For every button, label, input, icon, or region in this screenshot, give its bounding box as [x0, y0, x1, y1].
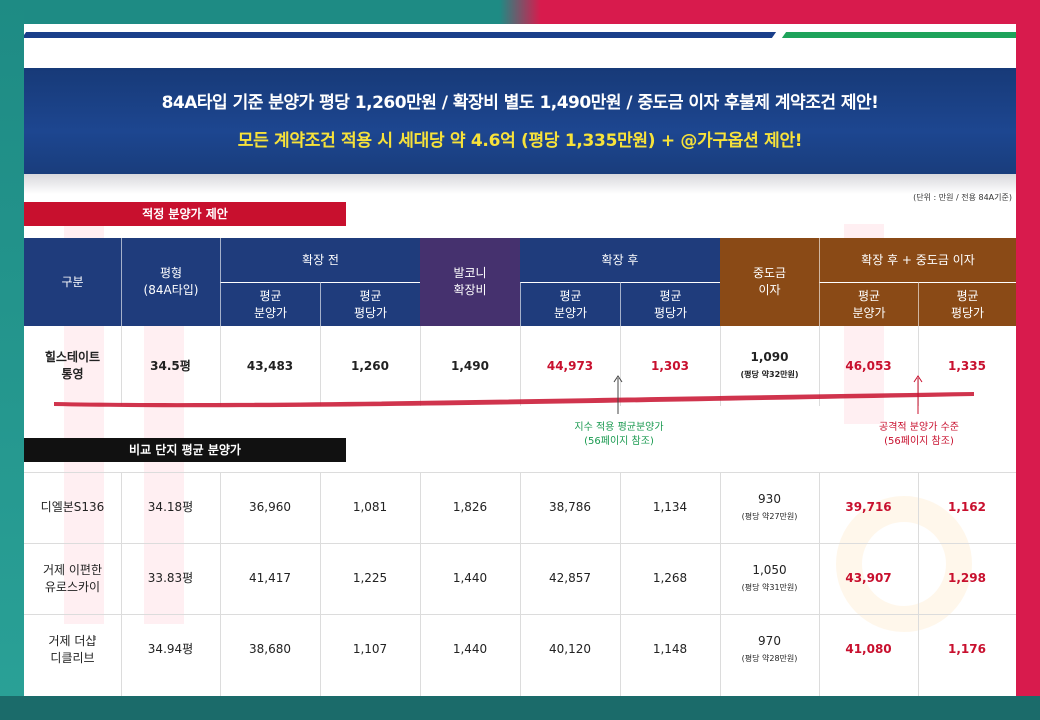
- row-balcony: 1,440: [452, 571, 488, 585]
- grid-line: [819, 326, 820, 406]
- row-after-per: 1,148: [652, 642, 688, 656]
- row-interest-note: (평당 약28만원): [741, 653, 798, 663]
- grid-line: [720, 326, 721, 406]
- row-after-price: 40,120: [549, 642, 591, 656]
- header-after-avg-per: 평균 평당가: [620, 282, 720, 326]
- row-interest-note: (평당 약27만원): [741, 511, 798, 521]
- grid-line: [918, 472, 919, 696]
- section-title-proposal: 적정 분양가 제안: [24, 202, 346, 226]
- main-row-after-price: 44,973: [546, 358, 594, 373]
- row-after-price: 42,857: [549, 571, 591, 585]
- row-pyeong: 34.18평: [147, 500, 194, 514]
- unit-note: (단위 : 만원 / 전용 84A기준): [913, 193, 1012, 202]
- note-aggressive-price: 공격적 분양가 수준 (56페이지 참조): [879, 422, 959, 447]
- row-total-per: 1,162: [948, 500, 986, 514]
- grid-line: [121, 472, 122, 696]
- row-balcony: 1,440: [452, 642, 488, 656]
- main-row-interest-cell: 1,090 (평당 약32만원): [720, 326, 819, 406]
- main-row-total-per: 1,335: [948, 358, 986, 373]
- main-row-pyeong: 34.5평: [150, 358, 191, 373]
- row-interest: 930: [758, 491, 781, 506]
- row-before-price: 41,417: [249, 571, 291, 585]
- header-gubun: 구분: [24, 238, 121, 326]
- main-row-interest-note: (평당 약32만원): [740, 370, 799, 379]
- top-blue-line: [24, 32, 777, 38]
- main-row-balcony: 1,490: [451, 358, 489, 373]
- frame-right: [1014, 0, 1040, 720]
- row-before-price: 36,960: [249, 500, 291, 514]
- row-total-per: 1,298: [948, 571, 986, 585]
- row-interest-note: (평당 약31만원): [741, 582, 798, 592]
- row-after-per: 1,268: [652, 571, 688, 585]
- grid-line: [620, 472, 621, 696]
- row-total-price: 43,907: [845, 571, 892, 585]
- row-before-price: 38,680: [249, 642, 291, 656]
- banner-line-2: 모든 계약조건 적용 시 세대당 약 4.6억 (평당 1,335만원) + @…: [237, 131, 803, 151]
- banner-line-1: 84A타입 기준 분양가 평당 1,260만원 / 확장비 별도 1,490만원…: [161, 93, 879, 113]
- row-after-per: 1,134: [652, 500, 688, 514]
- grid-line: [320, 326, 321, 406]
- grid-line: [918, 326, 919, 406]
- row-interest-cell: 930 (평당 약27만원): [720, 472, 819, 543]
- arrow-up-icon: [613, 375, 623, 414]
- grid-line: [620, 326, 621, 406]
- main-row-total-price: 46,053: [845, 358, 892, 373]
- section-title-compare: 비교 단지 평균 분양가: [24, 438, 346, 462]
- grid-line: [520, 326, 521, 406]
- grid-line: [121, 326, 122, 406]
- row-total-per: 1,176: [948, 642, 986, 656]
- header-after-interest: 확장 후 + 중도금 이자: [819, 238, 1016, 282]
- header-total-avg-price: 평균 분양가: [819, 282, 918, 326]
- frame-left: [0, 0, 24, 720]
- header-total-avg-per: 평균 평당가: [918, 282, 1016, 326]
- row-interest: 1,050: [752, 562, 787, 577]
- row-interest-cell: 970 (평당 약28만원): [720, 614, 819, 685]
- document-page: 84A타입 기준 분양가 평당 1,260만원 / 확장비 별도 1,490만원…: [24, 24, 1016, 696]
- top-accent-lines: [24, 32, 1016, 40]
- main-row-interest: 1,090: [750, 350, 789, 364]
- grid-line: [819, 472, 820, 696]
- banner-shadow: [24, 174, 1016, 194]
- main-row-before-per: 1,260: [351, 358, 389, 373]
- grid-line: [520, 472, 521, 696]
- row-after-price: 38,786: [549, 500, 591, 514]
- grid-line: [220, 326, 221, 406]
- header-after: 확장 후: [520, 238, 720, 282]
- summary-banner: 84A타입 기준 분양가 평당 1,260만원 / 확장비 별도 1,490만원…: [24, 68, 1016, 174]
- grid-line: [720, 472, 721, 696]
- frame-bottom: [0, 696, 1040, 720]
- header-interest: 중도금 이자: [720, 238, 819, 326]
- row-name: 거제 이편한 유로스카이: [42, 562, 102, 594]
- header-pyeong: 평형 (84A타입): [121, 238, 220, 326]
- row-pyeong: 34.94평: [147, 642, 194, 656]
- grid-line: [420, 472, 421, 696]
- row-name: 디엘본S136: [40, 500, 105, 514]
- header-before-avg-per: 평균 평당가: [320, 282, 420, 326]
- arrow-up-icon: [913, 375, 923, 414]
- row-balcony: 1,826: [452, 500, 488, 514]
- grid-line: [320, 472, 321, 696]
- header-after-avg-price: 평균 분양가: [520, 282, 620, 326]
- row-interest: 970: [758, 633, 781, 648]
- row-before-per: 1,081: [352, 500, 388, 514]
- top-green-line: [781, 32, 1016, 38]
- row-interest-cell: 1,050 (평당 약31만원): [720, 543, 819, 614]
- red-brush-underline: [54, 392, 974, 408]
- row-total-price: 39,716: [845, 500, 892, 514]
- row-before-per: 1,225: [352, 571, 388, 585]
- header-balcony: 발코니 확장비: [420, 238, 520, 326]
- frame-top: [0, 0, 1040, 24]
- header-before-avg-price: 평균 분양가: [220, 282, 320, 326]
- row-before-per: 1,107: [352, 642, 388, 656]
- note-index-price: 지수 적용 평균분양가 (56페이지 참조): [574, 422, 664, 447]
- row-pyeong: 33.83평: [147, 571, 194, 585]
- main-row-name: 힐스테이트 통영: [44, 350, 101, 381]
- header-before: 확장 전: [220, 238, 420, 282]
- row-name: 거제 더샵 디클리브: [48, 633, 97, 665]
- main-row-before-price: 43,483: [246, 358, 294, 373]
- grid-line: [220, 472, 221, 696]
- grid-line: [420, 326, 421, 406]
- main-row-after-per: 1,303: [651, 358, 689, 373]
- row-total-price: 41,080: [845, 642, 892, 656]
